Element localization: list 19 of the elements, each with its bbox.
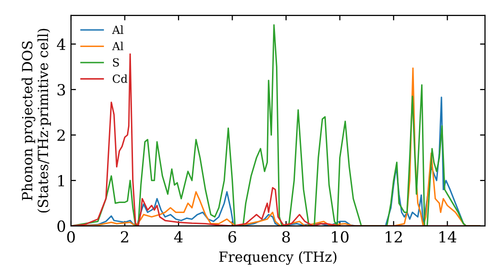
y-axis-title: Phonon projected DOS (States/THz·primitive cell) [22,28,51,213]
y-tick-label: 3 [58,84,66,96]
x-axis-title: Frequency (THz) [219,251,336,265]
x-tick-label: 4 [174,231,183,242]
y-tick-label: 4 [56,38,66,50]
x-tick-label: 2 [120,231,128,242]
y-tick-label: 2 [57,129,65,141]
x-tick-label: 6 [228,231,236,243]
x-tick-label: 8 [282,231,290,243]
y-tick-label: 1 [58,174,64,186]
x-tick-label: 10 [332,231,349,243]
x-tick-label: 14 [440,231,456,242]
legend-label: Al [112,25,124,34]
x-tick-label: 0 [67,231,75,243]
legend-label: Cd [112,74,128,83]
legend-label: S [113,58,119,67]
legend-label: Al [112,42,124,50]
y-tick-label: 0 [57,220,66,232]
x-tick-label: 12 [386,231,402,242]
